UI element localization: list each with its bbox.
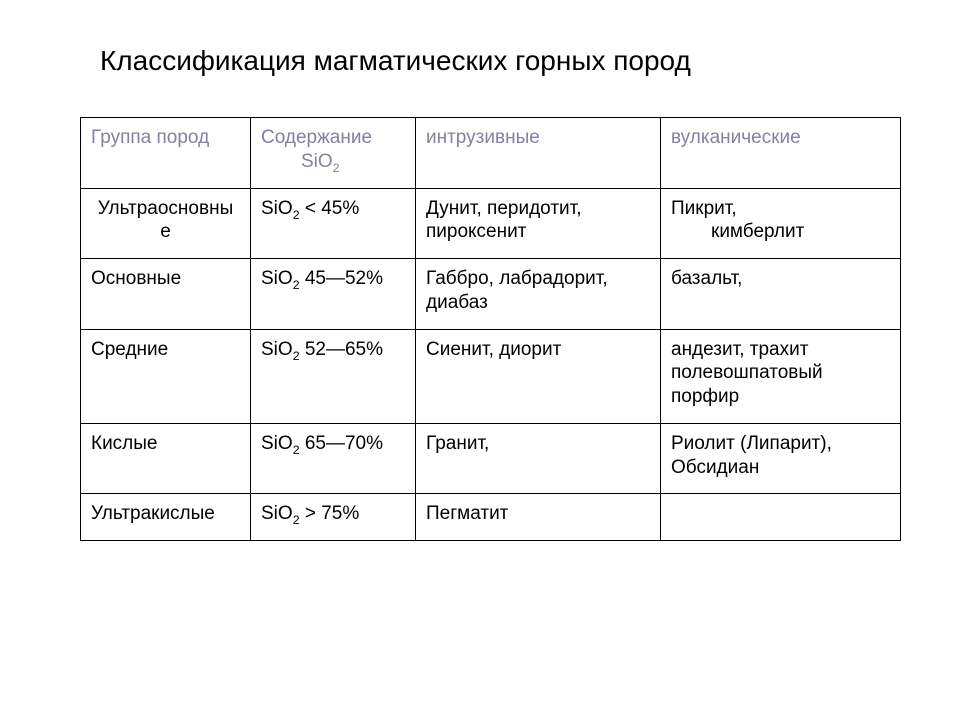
sio2-sub: 2	[293, 443, 300, 457]
header-sio2: Содержание SiO2	[251, 118, 416, 189]
table-row: Кислые SiO2 65—70% Гранит, Риолит (Липар…	[81, 423, 901, 494]
classification-table: Группа пород Содержание SiO2 интрузивные…	[80, 117, 901, 541]
sio2-sub: 2	[293, 348, 300, 362]
page-title: Классификация магматических горных пород	[100, 45, 900, 77]
header-group-text: Группа пород	[91, 127, 209, 148]
cell-intrusive: Пегматит	[416, 494, 661, 541]
header-sio2-line2-wrap: SiO2	[261, 151, 340, 172]
cell-volcanic	[661, 494, 901, 541]
cell-intrusive: Сиенит, диорит	[416, 329, 661, 423]
cell-intrusive: Гранит,	[416, 423, 661, 494]
table-body: Ультраосновны е SiO2 < 45% Дунит, перидо…	[81, 188, 901, 541]
sio2-prefix: SiO	[261, 433, 293, 454]
header-sio2-sub: 2	[333, 161, 340, 175]
cell-sio2: SiO2 65—70%	[251, 423, 416, 494]
cell-volcanic: Риолит (Липарит), Обсидиан	[661, 423, 901, 494]
header-sio2-prefix: SiO	[301, 151, 333, 172]
cell-volcanic: Пикрит, кимберлит	[661, 188, 901, 259]
header-sio2-line1: Содержание	[261, 127, 372, 148]
sio2-prefix: SiO	[261, 268, 293, 289]
sio2-rest: < 45%	[300, 198, 360, 219]
sio2-prefix: SiO	[261, 339, 293, 360]
group-line1: Ультраосновны	[98, 198, 234, 219]
cell-intrusive: Габбро, лабрадорит, диабаз	[416, 259, 661, 330]
cell-sio2: SiO2 45—52%	[251, 259, 416, 330]
cell-sio2: SiO2 < 45%	[251, 188, 416, 259]
volcanic-line1: Пикрит,	[671, 198, 737, 219]
table-row: Ультракислые SiO2 > 75% Пегматит	[81, 494, 901, 541]
cell-group: Ультракислые	[81, 494, 251, 541]
page: Классификация магматических горных пород…	[0, 0, 960, 541]
volcanic-line2: кимберлит	[671, 221, 804, 242]
cell-volcanic: базальт,	[661, 259, 901, 330]
cell-volcanic: андезит, трахит полевошпатовый порфир	[661, 329, 901, 423]
table-row: Средние SiO2 52—65% Сиенит, диорит андез…	[81, 329, 901, 423]
header-intrusive: интрузивные	[416, 118, 661, 189]
group-line2: е	[160, 221, 171, 242]
sio2-prefix: SiO	[261, 198, 293, 219]
cell-sio2: SiO2 52—65%	[251, 329, 416, 423]
header-volcanic: вулканические	[661, 118, 901, 189]
sio2-sub: 2	[293, 207, 300, 221]
sio2-prefix: SiO	[261, 503, 293, 524]
sio2-rest: 45—52%	[300, 268, 383, 289]
cell-group: Ультраосновны е	[81, 188, 251, 259]
header-group: Группа пород	[81, 118, 251, 189]
cell-intrusive: Дунит, перидотит, пироксенит	[416, 188, 661, 259]
table-header-row: Группа пород Содержание SiO2 интрузивные…	[81, 118, 901, 189]
sio2-rest: > 75%	[300, 503, 360, 524]
cell-group: Кислые	[81, 423, 251, 494]
cell-group: Средние	[81, 329, 251, 423]
table-row: Основные SiO2 45—52% Габбро, лабрадорит,…	[81, 259, 901, 330]
sio2-rest: 65—70%	[300, 433, 383, 454]
sio2-sub: 2	[293, 513, 300, 527]
cell-sio2: SiO2 > 75%	[251, 494, 416, 541]
cell-group: Основные	[81, 259, 251, 330]
sio2-rest: 52—65%	[300, 339, 383, 360]
sio2-sub: 2	[293, 278, 300, 292]
table-row: Ультраосновны е SiO2 < 45% Дунит, перидо…	[81, 188, 901, 259]
